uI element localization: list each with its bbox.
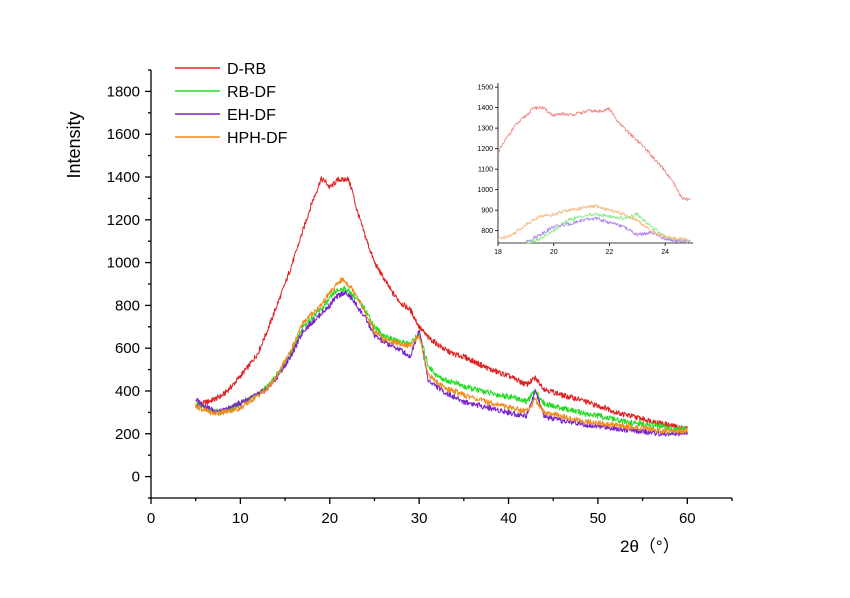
y-tick-label: 800: [115, 297, 140, 314]
x-tick-label: 20: [321, 510, 338, 527]
inset-x-tick-label: 22: [606, 249, 614, 256]
inset-y-tick-label: 800: [481, 228, 493, 235]
inset-y-tick-label: 900: [481, 208, 493, 215]
inset-x-tick-label: 18: [494, 249, 502, 256]
x-tick-label: 10: [232, 510, 249, 527]
y-tick-label: 0: [132, 469, 140, 486]
y-tick-label: 600: [115, 340, 140, 357]
inset-series-line: [497, 105, 691, 202]
inset-y-tick-label: 1400: [477, 105, 493, 112]
inset-y-tick-label: 1100: [478, 167, 493, 174]
y-axis-label: Intensity: [64, 111, 84, 178]
legend-label: EH-DF: [227, 107, 276, 124]
y-tick-label: 1600: [107, 126, 140, 143]
inset-y-tick-label: 1500: [477, 85, 493, 92]
inset-y-tick-label: 1300: [477, 126, 493, 133]
inset-series-line: [497, 204, 691, 242]
legend-label: RB-DF: [227, 84, 276, 101]
series-line: [195, 176, 688, 432]
x-tick-label: 50: [590, 510, 607, 527]
y-tick-label: 200: [115, 426, 140, 443]
inset-x-tick-label: 20: [550, 249, 558, 256]
y-tick-label: 1400: [107, 169, 140, 186]
legend-label: D-RB: [227, 61, 266, 78]
inset-series-line: [525, 212, 691, 245]
x-tick-label: 30: [411, 510, 428, 527]
x-tick-label: 60: [679, 510, 696, 527]
inset-series-line: [525, 216, 691, 244]
y-tick-label: 400: [115, 383, 140, 400]
y-tick-label: 1800: [107, 83, 140, 100]
legend-label: HPH-DF: [227, 130, 288, 147]
y-tick-label: 1200: [107, 212, 140, 229]
inset-y-tick-label: 1200: [477, 146, 493, 153]
series-line: [195, 290, 688, 437]
x-axis-label: 2θ（°）: [620, 537, 680, 556]
inset-x-tick-label: 24: [661, 249, 669, 256]
x-tick-label: 40: [500, 510, 517, 527]
inset-y-tick-label: 1000: [477, 187, 493, 194]
x-tick-label: 0: [147, 510, 155, 527]
y-tick-label: 1000: [107, 255, 140, 272]
series-line: [195, 277, 688, 435]
